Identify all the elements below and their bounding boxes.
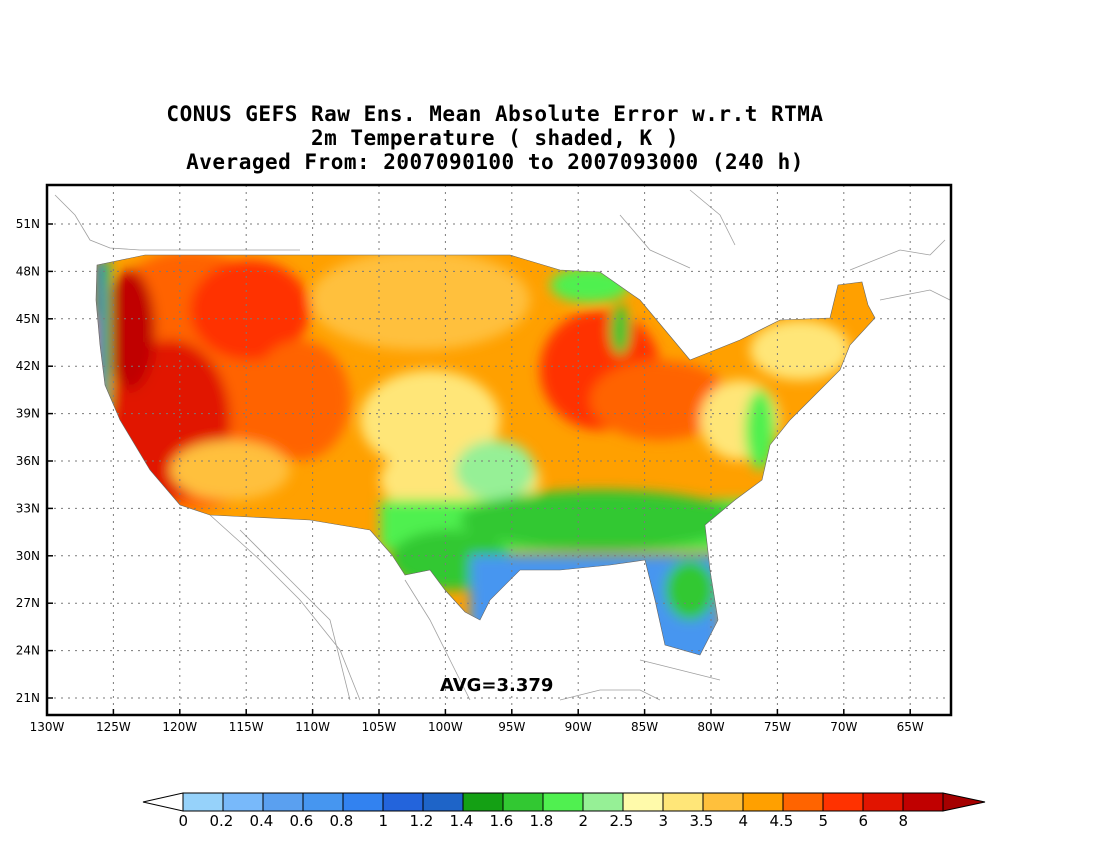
colorbar-swatch xyxy=(222,792,264,812)
lon-label-90w: 90W xyxy=(565,720,592,734)
colorbar-swatch xyxy=(182,792,224,812)
lat-label-42n: 42N xyxy=(16,359,40,373)
conus-outline xyxy=(95,254,876,656)
lat-label-27n: 27N xyxy=(16,596,40,610)
colorbar-label: 1 xyxy=(378,812,389,830)
colorbar-label: 0 xyxy=(178,812,189,830)
colorbar-swatch xyxy=(302,792,344,812)
colorbar-swatch xyxy=(662,792,704,812)
colorbar-label: 1.2 xyxy=(409,812,434,830)
colorbar-label: 0.6 xyxy=(289,812,314,830)
lon-label-80w: 80W xyxy=(697,720,724,734)
colorbar-swatch xyxy=(462,792,504,812)
lon-label-120w: 120W xyxy=(162,720,197,734)
colorbar-swatch xyxy=(902,792,944,812)
colorbar-label: 4 xyxy=(738,812,749,830)
colorbar-swatch xyxy=(582,792,624,812)
colorbar-swatch xyxy=(542,792,584,812)
lat-label-30n: 30N xyxy=(16,549,40,563)
mexico-outline xyxy=(209,514,721,701)
lon-label-100w: 100W xyxy=(428,720,463,734)
lon-label-75w: 75W xyxy=(764,720,791,734)
colorbar-swatch xyxy=(382,792,424,812)
colorbar-swatch xyxy=(262,792,304,812)
lat-label-45n: 45N xyxy=(16,312,40,326)
colorbar-label: 2 xyxy=(578,812,589,830)
colorbar-label: 3.5 xyxy=(689,812,714,830)
map-grid xyxy=(47,185,951,715)
colorbar-swatch xyxy=(422,792,464,812)
colorbar-swatch xyxy=(742,792,784,812)
colorbar-swatch xyxy=(782,792,824,812)
lon-label-70w: 70W xyxy=(830,720,857,734)
colorbar-label: 1.4 xyxy=(449,812,474,830)
colorbar-label: 1.6 xyxy=(489,812,514,830)
colorbar-label: 3 xyxy=(658,812,669,830)
map-frame xyxy=(45,183,953,717)
colorbar-swatch xyxy=(622,792,664,812)
lat-label-51n: 51N xyxy=(16,217,40,231)
colorbar-label: 1.8 xyxy=(529,812,554,830)
lat-label-39n: 39N xyxy=(16,407,40,421)
lat-label-48n: 48N xyxy=(16,264,40,278)
lon-label-125w: 125W xyxy=(96,720,131,734)
colorbar-under-arrow xyxy=(142,792,184,812)
lat-label-21n: 21N xyxy=(16,691,40,705)
colorbar xyxy=(142,792,986,812)
lon-label-95w: 95W xyxy=(498,720,525,734)
colorbar-swatch xyxy=(342,792,384,812)
lon-label-65w: 65W xyxy=(897,720,924,734)
colorbar-label: 5 xyxy=(818,812,829,830)
lat-label-24n: 24N xyxy=(16,644,40,658)
colorbar-label: 2.5 xyxy=(609,812,634,830)
lon-label-130w: 130W xyxy=(30,720,65,734)
colorbar-swatch xyxy=(822,792,864,812)
lon-label-110w: 110W xyxy=(295,720,330,734)
canada-outline xyxy=(54,189,951,301)
title-line-3: Averaged From: 2007090100 to 2007093000 … xyxy=(186,150,804,174)
colorbar-swatch xyxy=(502,792,544,812)
colorbar-label: 0.2 xyxy=(209,812,234,830)
colorbar-label: 6 xyxy=(858,812,869,830)
colorbar-label: 4.5 xyxy=(769,812,794,830)
lon-label-105w: 105W xyxy=(362,720,397,734)
lon-label-115w: 115W xyxy=(229,720,264,734)
colorbar-swatch xyxy=(862,792,904,812)
lat-label-36n: 36N xyxy=(16,454,40,468)
title-line-2: 2m Temperature ( shaded, K ) xyxy=(310,126,679,150)
colorbar-over-arrow xyxy=(942,792,986,812)
colorbar-label: 8 xyxy=(898,812,909,830)
avg-label: AVG=3.379 xyxy=(440,675,554,696)
colorbar-label: 0.8 xyxy=(329,812,354,830)
error-field xyxy=(96,255,875,655)
colorbar-swatch xyxy=(702,792,744,812)
colorbar-label: 0.4 xyxy=(249,812,274,830)
lat-label-33n: 33N xyxy=(16,501,40,515)
lon-label-85w: 85W xyxy=(631,720,658,734)
title-line-1: CONUS GEFS Raw Ens. Mean Absolute Error … xyxy=(166,102,824,126)
